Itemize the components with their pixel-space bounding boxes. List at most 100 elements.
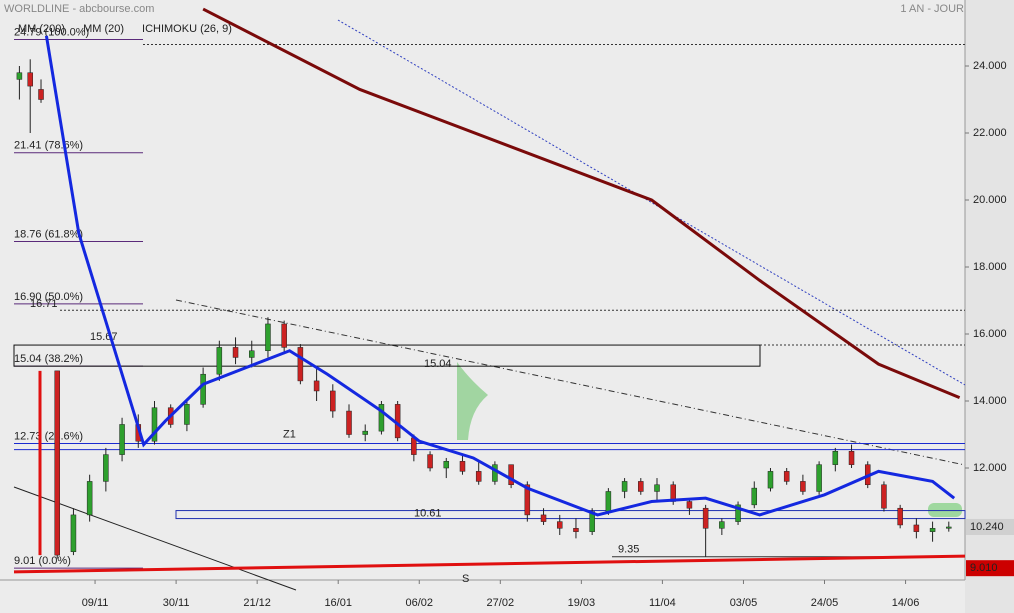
x-tick-label: 11/04 xyxy=(649,597,676,609)
chart-subtitle: 1 AN - JOUR xyxy=(900,3,964,15)
price-tag xyxy=(966,560,1014,577)
ichimoku-cloud xyxy=(457,362,488,440)
level-label: 9.35 xyxy=(618,544,639,556)
candle-body xyxy=(119,424,125,455)
candle-body xyxy=(767,471,774,489)
level-label: 16.71 xyxy=(30,298,58,310)
price-tag-label: 9.010 xyxy=(970,562,998,574)
candle-body xyxy=(605,491,612,512)
x-tick-label: 16/01 xyxy=(324,597,352,609)
candle-body xyxy=(881,484,887,509)
x-tick-label: 30/11 xyxy=(163,597,190,609)
x-tick-label: 09/11 xyxy=(82,597,109,609)
candle-body xyxy=(783,471,790,482)
x-tick-label: 03/05 xyxy=(730,597,758,609)
x-tick-label: 24/05 xyxy=(811,597,839,609)
candle-body xyxy=(508,464,514,486)
y-tick-label: 20.000 xyxy=(973,194,1007,206)
x-tick-label: 06/02 xyxy=(405,597,433,609)
fib-label: 9.01 (0.0%) xyxy=(14,555,71,567)
legend-entry: ICHIMOKU (26, 9) xyxy=(142,23,232,35)
candle-body xyxy=(946,526,952,529)
y-tick-label: 18.000 xyxy=(973,261,1007,273)
ichimoku-cloud xyxy=(928,503,962,517)
price-tag-label: 10.240 xyxy=(970,521,1004,533)
candle-body xyxy=(151,407,158,442)
candle-body xyxy=(751,487,758,506)
candle-body xyxy=(249,350,255,358)
candle-body xyxy=(654,484,660,492)
y-tick-label: 14.000 xyxy=(973,395,1007,407)
candle-body xyxy=(735,504,741,522)
candle-body xyxy=(475,471,482,482)
fib-label: 12.73 (23.6%) xyxy=(14,430,83,442)
candle-body xyxy=(540,514,547,522)
candle-body xyxy=(913,524,920,532)
support-line xyxy=(13,554,966,574)
candle-body xyxy=(330,390,336,412)
candle-body xyxy=(686,501,693,509)
candle-body xyxy=(832,451,839,465)
trend-line xyxy=(13,486,297,591)
ma-line xyxy=(202,7,961,400)
candle-body xyxy=(378,404,385,432)
candle-body xyxy=(313,380,320,392)
x-tick-label: 27/02 xyxy=(487,597,515,609)
candle-body xyxy=(929,528,936,532)
axis-panel xyxy=(965,0,1014,613)
level-label: 15.04 xyxy=(424,358,452,370)
level-label: 10.61 xyxy=(414,507,442,519)
candle-body xyxy=(38,89,44,100)
candle-body xyxy=(638,481,644,492)
candle-body xyxy=(719,521,725,529)
y-tick-label: 16.000 xyxy=(973,328,1007,340)
x-tick-label: 14/06 xyxy=(892,597,920,609)
fib-label: 21.41 (78.6%) xyxy=(14,140,83,152)
candle-body xyxy=(70,514,77,553)
x-tick-label: 19/03 xyxy=(568,597,596,609)
candle-body xyxy=(297,347,304,382)
candle-body xyxy=(103,454,109,482)
candle-body xyxy=(346,410,352,435)
candle-body xyxy=(411,437,417,455)
candle-body xyxy=(800,481,806,492)
candle-body xyxy=(573,528,579,532)
price-tag xyxy=(966,518,1014,535)
candle-body xyxy=(216,347,223,375)
candle-body xyxy=(443,461,450,469)
y-tick-label: 24.000 xyxy=(973,60,1007,72)
fib-label: 18.76 (61.8%) xyxy=(14,228,83,240)
legend-entry: MM (200) xyxy=(18,23,65,35)
legend-entry: MM (20) xyxy=(83,23,124,35)
candle-body xyxy=(27,72,33,87)
candle-body xyxy=(702,507,709,529)
ma-line xyxy=(44,35,956,517)
candle-body xyxy=(265,323,271,352)
candle-body xyxy=(200,373,206,405)
trend-line xyxy=(337,19,966,386)
candle-body xyxy=(362,430,368,435)
fib-label: 15.04 (38.2%) xyxy=(14,353,83,365)
candle-body xyxy=(816,464,822,492)
candle-body xyxy=(232,347,239,358)
candle-body xyxy=(459,461,466,472)
support-label: S xyxy=(462,573,469,585)
candle-body xyxy=(897,507,903,526)
level-box xyxy=(13,344,761,367)
candle-body xyxy=(556,521,563,529)
level-box xyxy=(175,510,966,520)
candle-body xyxy=(281,323,287,348)
x-tick-label: 21/12 xyxy=(243,597,271,609)
candle-body xyxy=(492,464,498,482)
y-tick-label: 22.000 xyxy=(973,127,1007,139)
zone-label: Z1 xyxy=(283,428,296,440)
candle-body xyxy=(848,451,855,465)
candle-body xyxy=(524,484,531,516)
candle-body xyxy=(184,404,190,425)
candle-body xyxy=(621,481,628,492)
y-tick-label: 12.000 xyxy=(973,462,1007,474)
trend-line xyxy=(175,299,966,466)
candle-body xyxy=(427,454,433,469)
fib-label: 24.79 (100.0%) xyxy=(14,26,89,38)
